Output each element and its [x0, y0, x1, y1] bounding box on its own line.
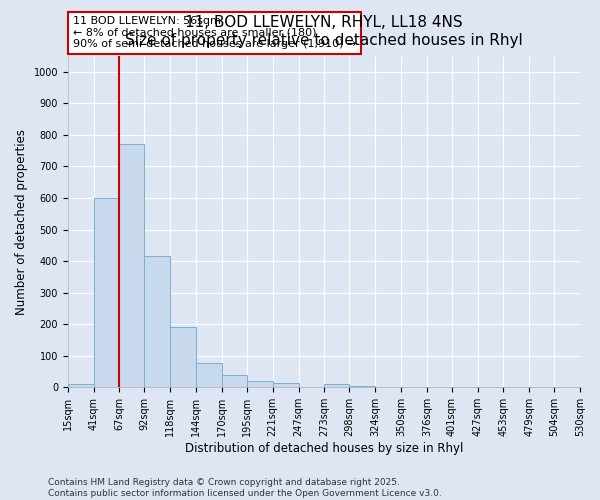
Bar	[349, 386, 375, 388]
Bar	[196, 362, 222, 388]
Bar	[247, 381, 272, 388]
Text: Contains HM Land Registry data © Crown copyright and database right 2025.
Contai: Contains HM Land Registry data © Crown c…	[48, 478, 442, 498]
Bar	[325, 384, 349, 388]
Bar	[68, 384, 94, 388]
Bar	[145, 256, 170, 388]
Bar	[170, 328, 196, 388]
Bar	[272, 382, 299, 388]
Bar	[222, 376, 247, 388]
Title: 11, BOD LLEWELYN, RHYL, LL18 4NS
Size of property relative to detached houses in: 11, BOD LLEWELYN, RHYL, LL18 4NS Size of…	[125, 16, 523, 48]
Bar	[119, 144, 145, 388]
Y-axis label: Number of detached properties: Number of detached properties	[15, 128, 28, 314]
Text: 11 BOD LLEWELYN: 56sqm
← 8% of detached houses are smaller (180)
90% of semi-det: 11 BOD LLEWELYN: 56sqm ← 8% of detached …	[73, 16, 356, 50]
X-axis label: Distribution of detached houses by size in Rhyl: Distribution of detached houses by size …	[185, 442, 463, 455]
Bar	[94, 198, 119, 388]
